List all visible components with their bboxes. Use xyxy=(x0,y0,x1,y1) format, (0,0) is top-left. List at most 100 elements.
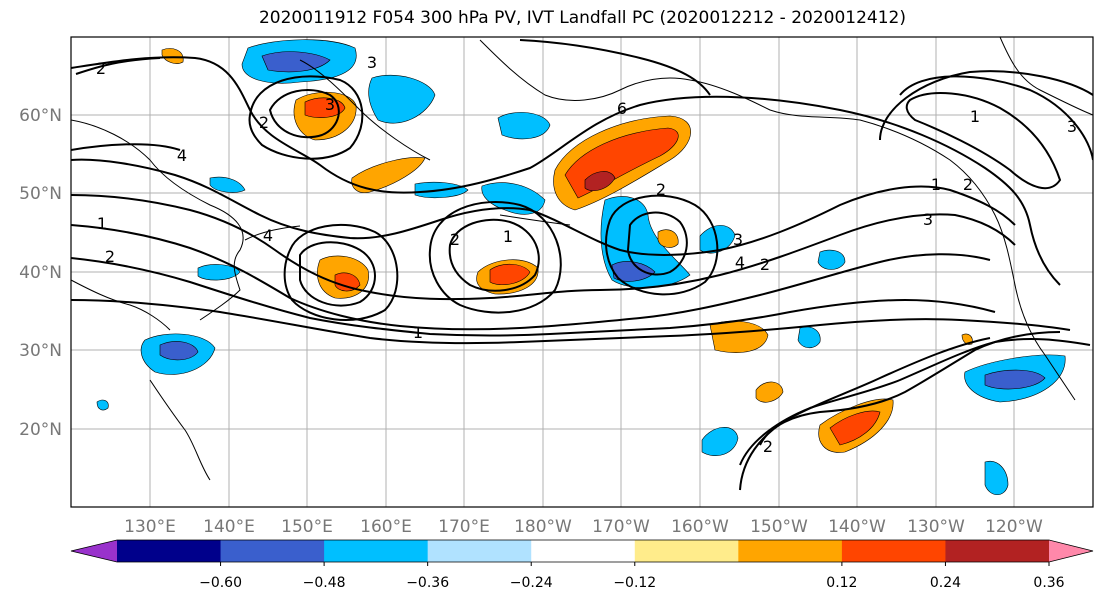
contour-line xyxy=(71,299,1071,345)
positive-anomaly-strong xyxy=(584,171,616,191)
lon-label: 140°E xyxy=(203,517,255,537)
contour-line xyxy=(71,257,996,337)
map-frame xyxy=(70,36,1094,508)
colorbar-tick-label: −0.36 xyxy=(406,575,449,591)
positive-anomaly-core xyxy=(304,97,346,118)
pv-contours xyxy=(71,39,1093,491)
contour-line xyxy=(605,194,719,296)
contour-label: 6 xyxy=(617,99,627,118)
contour-line xyxy=(248,75,364,160)
contour-label: 2 xyxy=(105,247,115,266)
positive-anomaly-region xyxy=(351,157,426,193)
contour-label: 2 xyxy=(760,255,770,274)
contour-line xyxy=(519,39,711,96)
lon-label: 170°W xyxy=(592,517,650,537)
contour-line xyxy=(71,224,991,331)
lon-label: 120°W xyxy=(985,517,1043,537)
contour-line xyxy=(739,337,991,491)
lat-label-50n: 50°N xyxy=(19,184,62,204)
colorbar-segment xyxy=(220,540,325,562)
negative-anomaly-core xyxy=(159,341,199,361)
contour-label: 3 xyxy=(325,95,335,114)
colorbar-extension-min xyxy=(71,540,117,562)
negative-anomaly-core xyxy=(984,369,1046,390)
negative-anomaly-region xyxy=(817,249,846,270)
latitude-labels: 60°N 50°N 40°N 30°N 20°N xyxy=(19,106,62,440)
contour-line xyxy=(428,201,562,314)
colorbar-segment xyxy=(117,540,222,562)
contour-label: 3 xyxy=(923,210,933,229)
colorbar-tick-label: 0.24 xyxy=(930,575,961,591)
contour-label: 4 xyxy=(735,253,745,272)
contour-line xyxy=(299,241,376,307)
contour-line xyxy=(448,218,540,292)
contour-line xyxy=(626,211,688,276)
colorbar-segment xyxy=(738,540,843,562)
positive-anomaly-region xyxy=(161,48,184,64)
contour-labels: 2 4 3 1 6 2 4 3 1 2 2 3 1 2 3 2 3 1 2 1 … xyxy=(96,53,1077,456)
colorbar-tick-label: −0.12 xyxy=(613,575,656,591)
positive-anomaly-core xyxy=(829,410,881,446)
negative-anomaly-region xyxy=(701,427,739,456)
lon-label: 140°W xyxy=(828,517,886,537)
lon-label: 160°W xyxy=(671,517,729,537)
lat-label-60n: 60°N xyxy=(19,106,62,126)
colorbar-tick-label: −0.24 xyxy=(510,575,553,591)
pv-shading xyxy=(96,39,1066,496)
colorbar-segment xyxy=(945,540,1050,562)
contour-label: 1 xyxy=(931,175,941,194)
lat-label-20n: 20°N xyxy=(19,420,62,440)
negative-anomaly-region xyxy=(984,460,1009,496)
contour-line xyxy=(283,223,399,321)
lon-label: 180°W xyxy=(514,517,572,537)
negative-anomaly-region xyxy=(96,399,109,411)
lon-label: 150°E xyxy=(281,517,333,537)
colorbar-outline xyxy=(70,539,1094,563)
contour-label: 1 xyxy=(97,214,107,233)
positive-anomaly-region xyxy=(755,381,784,403)
colorbar-tick-label: −0.48 xyxy=(303,575,346,591)
contour-label: 4 xyxy=(263,226,273,245)
lon-label: 130°E xyxy=(124,517,176,537)
negative-anomaly-region xyxy=(209,176,246,193)
positive-anomaly-region xyxy=(657,229,679,248)
contour-label: 1 xyxy=(970,107,980,126)
positive-anomaly-core xyxy=(334,272,361,292)
map-title: 2020011912 F054 300 hPa PV, IVT Landfall… xyxy=(258,8,906,28)
contour-line xyxy=(75,57,161,75)
contour-label: 3 xyxy=(1067,117,1077,136)
colorbar-extension-max xyxy=(1049,540,1093,562)
colorbar-segment xyxy=(841,540,946,562)
contour-label: 2 xyxy=(259,113,269,132)
colorbar-segment xyxy=(634,540,739,562)
contour-label: 2 xyxy=(763,437,773,456)
negative-anomaly-region xyxy=(481,182,546,215)
negative-anomaly-core xyxy=(261,51,331,73)
contour-label: 4 xyxy=(177,146,187,165)
contour-line xyxy=(879,70,1093,141)
colorbar-tick-label: 0.36 xyxy=(1033,575,1064,591)
contour-line xyxy=(71,194,1016,301)
contour-label: 2 xyxy=(450,230,460,249)
colorbar-segment xyxy=(324,540,429,562)
longitude-labels: 130°E 140°E 150°E 160°E 170°E 180°W 170°… xyxy=(124,517,1043,537)
lat-label-30n: 30°N xyxy=(19,341,62,361)
colorbar-tick-label: 0.12 xyxy=(826,575,857,591)
contour-label: 3 xyxy=(733,230,743,249)
lon-label: 170°E xyxy=(438,517,490,537)
contour-line xyxy=(268,89,340,139)
negative-anomaly-region xyxy=(797,326,821,349)
lon-label: 160°E xyxy=(360,517,412,537)
contour-label: 2 xyxy=(656,180,666,199)
contour-line xyxy=(899,75,1093,161)
negative-anomaly-region xyxy=(368,74,436,124)
contour-label: 2 xyxy=(963,175,973,194)
colorbar-tick-label: −0.60 xyxy=(199,575,242,591)
negative-anomaly-region xyxy=(497,112,551,140)
contour-label: 3 xyxy=(367,53,377,72)
contour-label: 2 xyxy=(96,59,106,78)
lon-label: 130°W xyxy=(907,517,965,537)
colorbar-segment xyxy=(531,540,636,562)
positive-anomaly-region xyxy=(961,333,973,345)
